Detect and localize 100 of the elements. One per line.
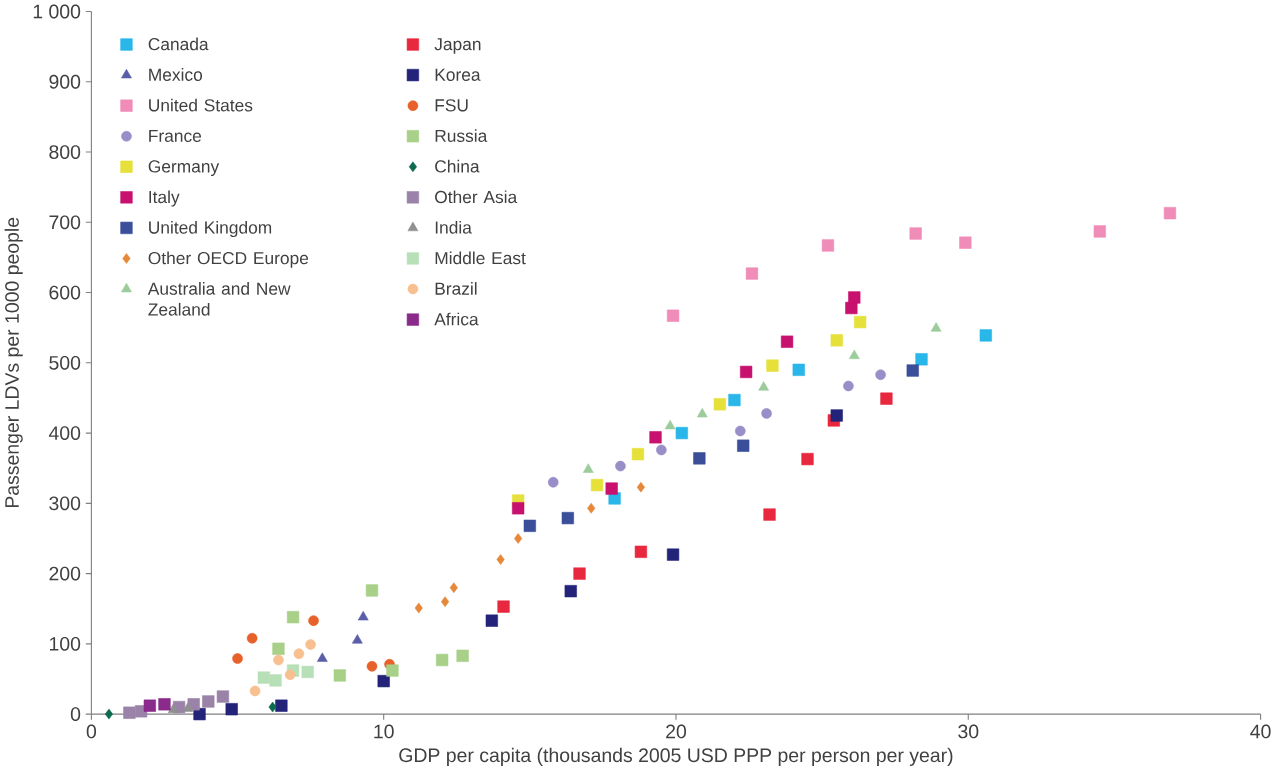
point bbox=[268, 702, 277, 713]
point bbox=[123, 706, 136, 720]
point bbox=[848, 349, 860, 360]
point bbox=[104, 709, 113, 720]
point bbox=[906, 364, 919, 377]
point bbox=[636, 482, 645, 493]
x-tick-label: 10 bbox=[374, 724, 394, 739]
point bbox=[333, 669, 346, 682]
y-tick-label: 600 bbox=[49, 285, 81, 300]
point bbox=[386, 664, 399, 677]
point bbox=[286, 611, 300, 624]
point bbox=[713, 398, 726, 411]
point bbox=[959, 236, 972, 249]
point bbox=[414, 602, 423, 614]
point bbox=[257, 671, 270, 684]
y-tick-label: 400 bbox=[48, 426, 81, 441]
point bbox=[273, 654, 284, 666]
point bbox=[1093, 225, 1106, 238]
point bbox=[664, 420, 676, 430]
point bbox=[758, 381, 769, 391]
y-tick-label: 0 bbox=[70, 707, 81, 722]
point bbox=[649, 431, 662, 444]
point bbox=[523, 519, 536, 533]
point bbox=[909, 227, 922, 240]
legend-label: Russia bbox=[435, 129, 488, 143]
y-tick-label: 200 bbox=[49, 566, 81, 581]
point bbox=[377, 675, 390, 688]
x-axis-title: GDP per capita (thousands 2005 USD PPP per person per year) bbox=[399, 748, 953, 767]
point bbox=[915, 353, 928, 366]
point bbox=[830, 334, 843, 347]
point bbox=[656, 444, 667, 456]
legend-label: Brazil bbox=[435, 282, 477, 296]
point bbox=[167, 703, 179, 714]
y-tick-label: 900 bbox=[49, 75, 81, 89]
point bbox=[496, 554, 505, 566]
point bbox=[514, 533, 523, 544]
point bbox=[272, 642, 285, 656]
y-tick-label: 800 bbox=[49, 145, 81, 160]
y-axis-title: Passenger LDVs per 1000 people bbox=[4, 218, 23, 508]
point bbox=[587, 503, 596, 514]
point bbox=[182, 702, 194, 712]
point bbox=[561, 512, 574, 525]
legend-label: Italy bbox=[149, 190, 180, 207]
point bbox=[316, 652, 328, 662]
point bbox=[745, 267, 759, 280]
y-tick-label: 700 bbox=[49, 215, 81, 230]
point bbox=[848, 291, 861, 304]
point bbox=[365, 584, 379, 597]
point bbox=[582, 463, 594, 473]
point bbox=[246, 633, 258, 644]
legend-label: Africa bbox=[434, 312, 479, 326]
legend-label: Germany bbox=[148, 160, 220, 177]
legend-label: Canada bbox=[148, 37, 209, 51]
point bbox=[269, 674, 282, 687]
point bbox=[225, 703, 238, 716]
point bbox=[249, 685, 261, 697]
point bbox=[801, 453, 814, 466]
legend-label: Other OECD Europe bbox=[148, 251, 309, 268]
point bbox=[880, 392, 893, 405]
point bbox=[792, 363, 805, 377]
point bbox=[284, 669, 296, 681]
point bbox=[441, 596, 450, 608]
point bbox=[301, 666, 314, 679]
point bbox=[512, 502, 525, 515]
point bbox=[436, 654, 449, 667]
point bbox=[766, 359, 779, 372]
point bbox=[564, 585, 577, 598]
point bbox=[573, 567, 586, 580]
point bbox=[216, 690, 230, 703]
point bbox=[693, 452, 706, 465]
point bbox=[875, 369, 886, 381]
point bbox=[634, 545, 648, 559]
point bbox=[821, 239, 835, 252]
x-tick-label: 30 bbox=[958, 724, 979, 739]
legend-label: India bbox=[435, 221, 472, 234]
point bbox=[357, 611, 369, 621]
legend-label: Japan bbox=[434, 38, 481, 54]
point bbox=[1163, 207, 1177, 220]
point bbox=[843, 380, 854, 392]
point bbox=[449, 582, 458, 594]
legend-label: Mexico bbox=[149, 68, 203, 82]
point bbox=[352, 634, 363, 644]
point bbox=[202, 695, 215, 708]
point bbox=[605, 482, 618, 495]
x-tick-label: 0 bbox=[86, 724, 97, 739]
point bbox=[666, 548, 680, 561]
y-tick-label: 500 bbox=[49, 356, 81, 370]
x-tick-label: 40 bbox=[1250, 724, 1271, 739]
point bbox=[737, 439, 750, 453]
point bbox=[456, 649, 469, 663]
legend-label: United States bbox=[149, 98, 253, 112]
point bbox=[158, 698, 171, 711]
point bbox=[854, 316, 867, 329]
point bbox=[763, 508, 776, 521]
point bbox=[366, 661, 378, 672]
point bbox=[232, 653, 243, 665]
point bbox=[485, 614, 498, 627]
y-tick-label: 300 bbox=[49, 496, 81, 511]
point bbox=[293, 648, 305, 660]
point bbox=[930, 322, 942, 332]
